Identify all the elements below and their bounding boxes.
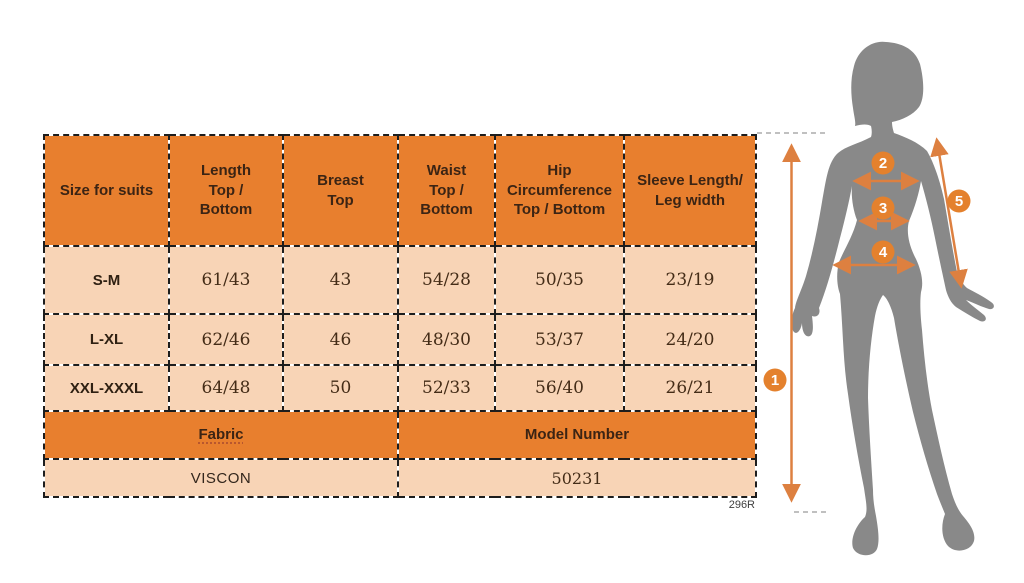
value-cell: 46: [282, 313, 399, 366]
measurement-figure: 1 2 3 4 5: [757, 41, 994, 556]
marker-5: 5: [947, 189, 971, 213]
marker-1: 1: [763, 368, 787, 392]
col-header-breast: Breast Top: [282, 134, 399, 247]
col-header-waist: Waist Top / Bottom: [397, 134, 496, 247]
value-cell: 62/46: [168, 313, 284, 366]
marker-2-label: 2: [879, 155, 887, 172]
table-row-xxl: XXL-XXXL 64/48 50 52/33 56/40 26/21: [43, 364, 757, 412]
marker-1-label: 1: [771, 372, 779, 389]
col-header-size: Size for suits: [43, 134, 170, 247]
marker-4: 4: [871, 240, 895, 264]
fabric-value: VISCON: [43, 458, 399, 498]
value-cell: 61/43: [168, 245, 284, 315]
value-cell: 52/33: [397, 364, 496, 412]
body-silhouette: [791, 41, 994, 556]
col-header-sleeve: Sleeve Length/ Leg width: [623, 134, 757, 247]
size-cell: XXL-XXXL: [43, 364, 170, 412]
model-number-header: Model Number: [397, 410, 757, 460]
value-cell: 23/19: [623, 245, 757, 315]
marker-3: 3: [871, 196, 895, 220]
model-number-value: 50231: [397, 458, 757, 498]
footer-value-row: VISCON 50231: [43, 458, 757, 498]
col-header-length: Length Top / Bottom: [168, 134, 284, 247]
value-cell: 64/48: [168, 364, 284, 412]
table-row-lxl: L-XL 62/46 46 48/30 53/37 24/20: [43, 313, 757, 366]
value-cell: 53/37: [494, 313, 625, 366]
footer-header-row: Fabric Model Number: [43, 410, 757, 460]
value-cell: 56/40: [494, 364, 625, 412]
fabric-header: Fabric: [43, 410, 399, 460]
reference-code: 296R: [728, 499, 755, 511]
value-cell: 50/35: [494, 245, 625, 315]
value-cell: 54/28: [397, 245, 496, 315]
table-row-sm: S-M 61/43 43 54/28 50/35 23/19: [43, 245, 757, 315]
header-row: Size for suits Length Top / Bottom Breas…: [43, 134, 757, 247]
marker-3-label: 3: [879, 200, 887, 217]
size-cell: S-M: [43, 245, 170, 315]
value-cell: 24/20: [623, 313, 757, 366]
value-cell: 50: [282, 364, 399, 412]
size-chart-table: Size for suits Length Top / Bottom Breas…: [43, 134, 757, 498]
sleeve-arrow: [930, 137, 968, 289]
size-cell: L-XL: [43, 313, 170, 366]
value-cell: 26/21: [623, 364, 757, 412]
marker-2: 2: [871, 151, 895, 175]
value-cell: 48/30: [397, 313, 496, 366]
fabric-label: Fabric: [198, 426, 244, 444]
marker-5-label: 5: [955, 193, 963, 210]
col-header-hip: Hip Circumference Top / Bottom: [494, 134, 625, 247]
marker-4-label: 4: [879, 244, 888, 261]
value-cell: 43: [282, 245, 399, 315]
